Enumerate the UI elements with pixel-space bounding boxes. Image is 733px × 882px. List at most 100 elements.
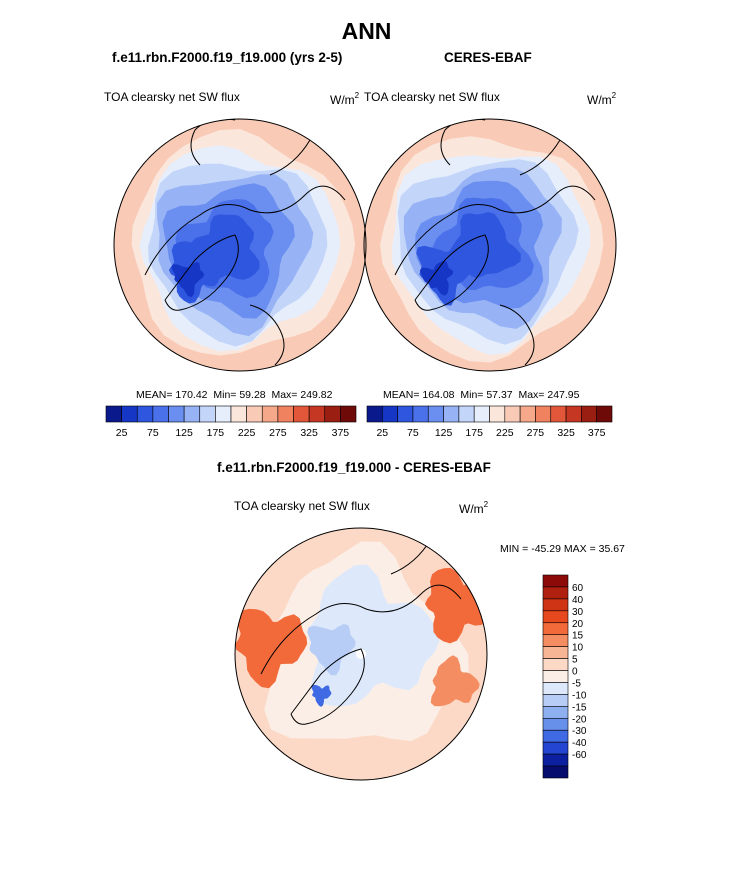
colorbar-swatch (324, 405, 341, 423)
colorbar-swatch (542, 622, 569, 636)
right-colorbar: 25 75 125 175 225 275 325 375 (366, 405, 613, 439)
colorbar-swatch (542, 694, 569, 707)
coastline (394, 119, 596, 366)
colorbar-swatch (215, 405, 232, 423)
colorbar-swatch (136, 405, 154, 423)
colorbar-swatch (121, 405, 138, 423)
colorbar-tick-label: 375 (332, 427, 350, 439)
map-fill-band (311, 684, 332, 707)
colorbar-swatch (542, 717, 569, 731)
diff-panel-title: f.e11.rbn.F2000.f19_f19.000 - CERES-EBAF (217, 460, 491, 475)
colorbar-swatch (542, 682, 569, 695)
colorbar-swatch (542, 598, 569, 612)
coastline (144, 119, 346, 366)
colorbar-swatch (542, 610, 569, 624)
left-colorbar: 25 75 125 175 225 275 325 375 (105, 405, 357, 439)
colorbar-tick-label: -20 (572, 714, 587, 725)
colorbar-tick-label: 175 (465, 427, 483, 439)
left-polar-map (114, 119, 366, 371)
colorbar-tick-label: 125 (435, 427, 453, 439)
colorbar-swatch (542, 646, 569, 659)
colorbar-swatch (596, 405, 613, 423)
right-panel-title: CERES-EBAF (444, 50, 532, 65)
colorbar-swatch (366, 405, 383, 423)
colorbar-swatch (535, 405, 552, 423)
diff-polar-map (235, 528, 487, 780)
colorbar-tick-label: 60 (572, 583, 584, 594)
colorbar-tick-label: 20 (572, 619, 584, 630)
colorbar-tick-label: 75 (407, 427, 419, 439)
colorbar-tick-label: -60 (572, 750, 587, 761)
left-variable-label: TOA clearsky net SW flux (104, 90, 240, 104)
map-outline (234, 527, 488, 781)
colorbar-swatch (542, 706, 569, 719)
colorbar-swatch (412, 405, 429, 423)
colorbar-swatch (168, 405, 185, 423)
left-panel-title: f.e11.rbn.F2000.f19_f19.000 (yrs 2-5) (112, 50, 343, 65)
colorbar-swatch (199, 405, 216, 423)
colorbar-swatch (519, 405, 536, 423)
diff-minmax: MIN = -45.29 MAX = 35.67 (500, 543, 625, 555)
colorbar-swatch (397, 405, 414, 423)
greenland-core (419, 260, 454, 296)
colorbar-swatch (261, 405, 279, 423)
colorbar-swatch (542, 634, 569, 647)
map-fill-band (430, 655, 480, 707)
colorbar-swatch (542, 670, 569, 683)
right-variable-label: TOA clearsky net SW flux (364, 90, 500, 104)
colorbar-swatch (152, 405, 169, 423)
colorbar-tick-label: 175 (207, 427, 225, 439)
colorbar-swatch (246, 405, 263, 423)
colorbar-tick-label: 25 (116, 427, 128, 439)
colorbar-swatch (443, 405, 460, 423)
colorbar-tick-label: 325 (300, 427, 318, 439)
right-polar-map (364, 119, 616, 371)
colorbar-tick-label: -40 (572, 738, 587, 749)
left-units-label: W/m2 (330, 91, 360, 107)
colorbar-tick-label: 10 (572, 643, 584, 654)
colorbar-swatch (230, 405, 247, 423)
main-title: ANN (341, 18, 392, 44)
colorbar-swatch (542, 658, 569, 671)
colorbar-swatch (473, 405, 490, 423)
colorbar-swatch (550, 405, 567, 423)
right-stats: MEAN= 164.08 Min= 57.37 Max= 247.95 (383, 389, 580, 401)
colorbar-swatch (183, 405, 201, 423)
map-fill-band (308, 564, 440, 707)
colorbar-tick-label: 225 (496, 427, 514, 439)
colorbar-swatch (277, 405, 294, 423)
colorbar-tick-label: 25 (376, 427, 388, 439)
colorbar-swatch (542, 586, 569, 600)
left-stats: MEAN= 170.42 Min= 59.28 Max= 249.82 (136, 389, 333, 401)
right-units-label: W/m2 (587, 91, 617, 107)
colorbar-swatch (105, 405, 122, 423)
colorbar-swatch (489, 405, 506, 423)
colorbar-tick-label: 15 (572, 631, 584, 642)
colorbar-swatch (293, 405, 310, 423)
colorbar-swatch (542, 574, 569, 588)
colorbar-swatch (565, 405, 582, 423)
colorbar-swatch (308, 405, 326, 423)
colorbar-swatch (427, 405, 444, 423)
colorbar-swatch (458, 405, 475, 423)
colorbar-tick-label: 275 (527, 427, 545, 439)
map-fill-band (235, 608, 308, 689)
colorbar-tick-label: 275 (269, 427, 287, 439)
map-outline (113, 118, 367, 372)
colorbar-tick-label: 75 (147, 427, 159, 439)
colorbar-tick-label: 125 (175, 427, 193, 439)
colorbar-tick-label: -5 (572, 679, 581, 690)
colorbar-swatch (581, 405, 597, 423)
colorbar-tick-label: 30 (572, 607, 584, 618)
diff-units-label: W/m2 (459, 500, 489, 516)
colorbar-swatch (542, 765, 569, 779)
colorbar-tick-label: -30 (572, 726, 587, 737)
colorbar-tick-label: -15 (572, 702, 587, 713)
colorbar-tick-label: -10 (572, 690, 587, 701)
colorbar-swatch (542, 753, 569, 767)
colorbar-swatch (340, 405, 357, 423)
colorbar-swatch (504, 405, 521, 423)
colorbar-swatch (542, 741, 569, 755)
